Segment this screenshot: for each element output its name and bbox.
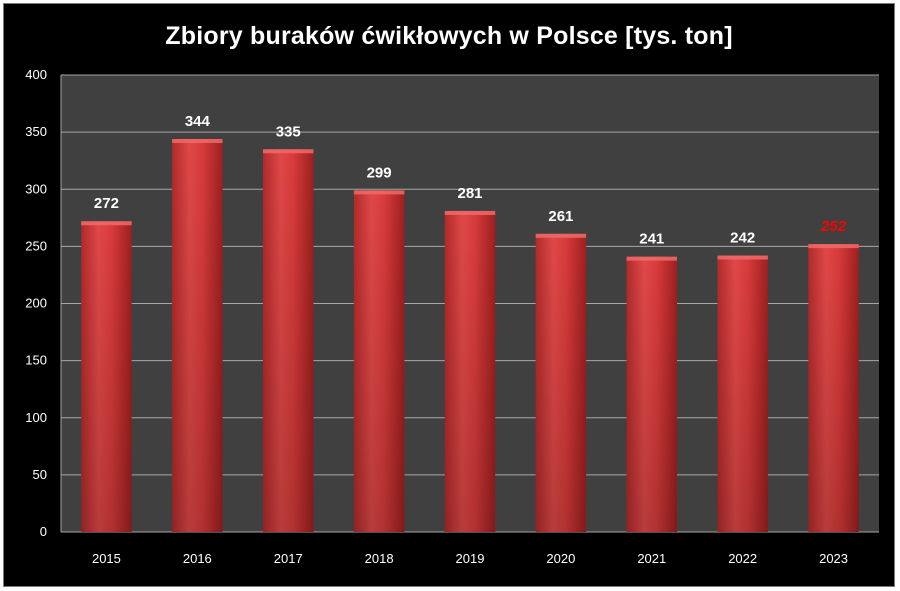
data-label: 335 <box>276 123 301 140</box>
bar-cap <box>717 255 768 260</box>
bar-shade <box>808 244 859 532</box>
data-label: 299 <box>367 164 392 181</box>
y-tick-label: 400 <box>25 67 47 82</box>
y-tick-label: 100 <box>25 410 47 425</box>
y-tick-label: 350 <box>25 124 47 139</box>
data-label: 344 <box>185 113 211 130</box>
x-tick-label: 2020 <box>546 551 575 566</box>
data-label: 242 <box>730 230 755 247</box>
data-label: 241 <box>639 231 664 248</box>
x-tick-label: 2017 <box>274 551 303 566</box>
bar-cap <box>353 190 405 195</box>
x-tick-label: 2016 <box>183 551 212 566</box>
x-tick-label: 2021 <box>637 551 666 566</box>
y-tick-label: 200 <box>25 296 47 311</box>
bar-cap <box>263 149 314 154</box>
bar-shade <box>263 149 314 532</box>
bar-shade <box>626 256 677 532</box>
x-axis: 2015 2016 2017 2018 2019 2020 2021 2022 2023 <box>92 551 848 566</box>
data-labels: 272 344 335 299 281 261 241 242 252 <box>94 113 847 248</box>
bar-cap <box>444 210 496 215</box>
data-label: 261 <box>548 208 573 225</box>
bar-shade <box>717 255 768 532</box>
bar-cap <box>81 221 132 226</box>
bar-cap <box>535 233 587 238</box>
data-label: 281 <box>457 185 482 202</box>
bar-shade <box>535 233 587 532</box>
bars <box>81 138 859 533</box>
y-axis: 0 50 100 150 200 250 300 350 400 <box>25 67 62 539</box>
data-label: 272 <box>94 195 119 212</box>
y-tick-label: 250 <box>25 238 47 253</box>
x-tick-label: 2015 <box>92 551 121 566</box>
bar-shade <box>81 221 132 533</box>
x-tick-label: 2018 <box>365 551 394 566</box>
y-tick-label: 0 <box>40 524 47 539</box>
y-tick-label: 300 <box>25 181 47 196</box>
x-tick-label: 2023 <box>819 551 848 566</box>
bar-cap <box>626 256 677 261</box>
bar-shade <box>172 138 223 533</box>
data-label: 252 <box>820 218 847 235</box>
y-tick-label: 50 <box>33 467 47 482</box>
x-tick-label: 2019 <box>456 551 485 566</box>
chart-title: Zbiory buraków ćwikłowych w Polsce [tys.… <box>165 22 733 50</box>
y-tick-label: 150 <box>25 353 47 368</box>
bar-cap <box>172 138 223 143</box>
x-tick-label: 2022 <box>728 551 757 566</box>
bar-cap <box>808 244 859 249</box>
bar-shade <box>353 190 405 532</box>
bar-shade <box>444 210 496 532</box>
